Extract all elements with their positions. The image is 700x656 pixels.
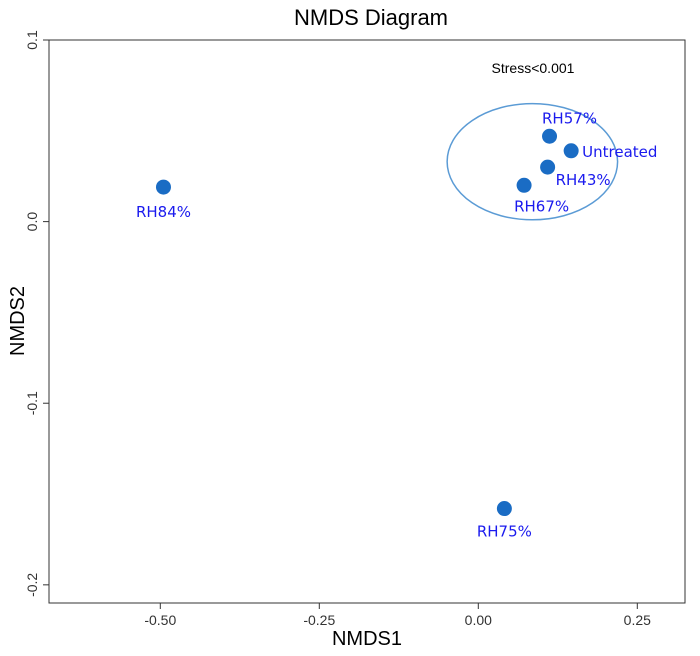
stress-annotation: Stress<0.001 <box>492 60 575 76</box>
y-axis: -0.2 -0.1 0.0 0.1 <box>24 30 49 597</box>
data-point <box>516 177 532 193</box>
y-axis-label: NMDS2 <box>7 286 29 356</box>
x-tick-label: -0.25 <box>303 612 335 628</box>
point-label: Untreated <box>582 143 657 161</box>
y-tick-label: -0.1 <box>24 391 40 415</box>
points-layer: RH84% RH57% Untreated RH43% RH67% RH75% <box>136 109 657 540</box>
chart-title: NMDS Diagram <box>294 5 448 30</box>
point-label: RH84% <box>136 203 191 221</box>
y-tick-label: 0.0 <box>24 212 40 232</box>
y-tick-label: -0.2 <box>24 573 40 597</box>
x-axis-label: NMDS1 <box>332 628 402 650</box>
point-label: RH43% <box>556 171 611 189</box>
point-label: RH75% <box>477 523 532 541</box>
group-ellipse <box>446 102 619 221</box>
data-point <box>540 159 556 175</box>
x-tick-label: 0.25 <box>624 612 651 628</box>
data-point <box>563 143 579 159</box>
point-label: RH67% <box>514 197 569 215</box>
data-point <box>496 501 512 517</box>
data-point <box>542 128 558 144</box>
y-tick-label: 0.1 <box>24 30 40 50</box>
plot-panel <box>48 39 686 604</box>
data-point <box>155 179 171 195</box>
x-tick-label: -0.50 <box>144 612 176 628</box>
point-label: RH57% <box>542 109 597 127</box>
x-axis: -0.50 -0.25 0.00 0.25 <box>144 603 651 628</box>
x-tick-label: 0.00 <box>465 612 492 628</box>
